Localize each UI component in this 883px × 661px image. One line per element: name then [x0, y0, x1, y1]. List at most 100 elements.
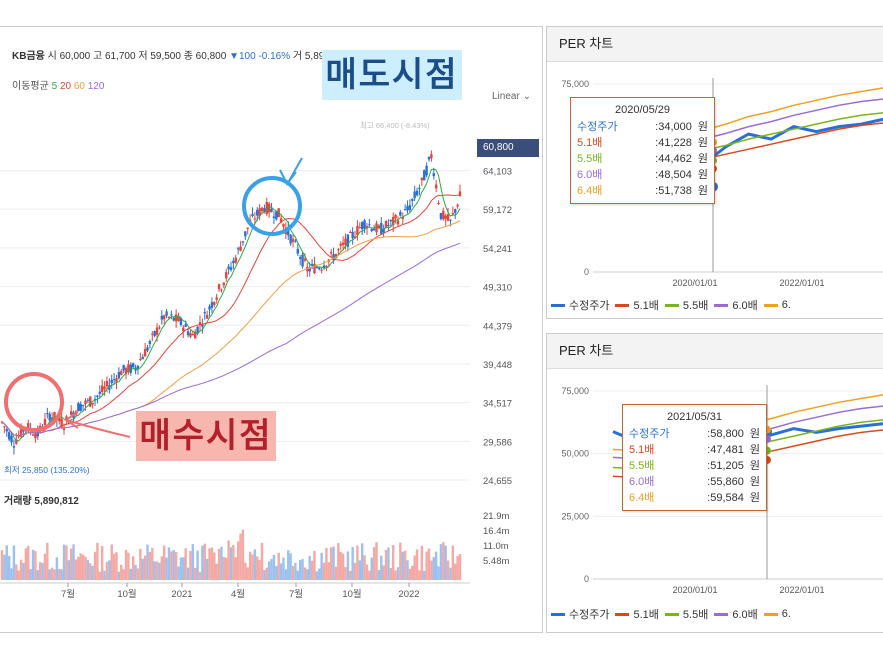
legend-item[interactable]: 5.1배	[615, 297, 659, 313]
per-chart-title: PER 차트	[547, 334, 883, 369]
candle-body	[315, 267, 319, 269]
legend-item[interactable]: 6.	[763, 606, 791, 622]
candle-body	[89, 396, 92, 407]
volume-bar	[27, 545, 30, 580]
candle-body	[332, 254, 335, 261]
candle-body	[120, 371, 123, 376]
volume-bar	[53, 569, 56, 580]
candle-body	[387, 224, 390, 227]
legend-item[interactable]: 수정주가	[551, 297, 609, 313]
candle-body	[353, 236, 357, 238]
ma-60: 60	[73, 81, 85, 92]
legend-item[interactable]: 6.	[763, 297, 791, 313]
volume-bar	[198, 571, 202, 580]
volume-bar	[244, 562, 247, 580]
x-tick-label: 2022	[398, 589, 419, 600]
candle-body	[375, 223, 378, 233]
volume-bar	[17, 570, 20, 580]
candle-body	[351, 231, 354, 239]
candle-body	[174, 314, 178, 322]
candle-body	[389, 219, 393, 222]
legend-item[interactable]: 6.0배	[714, 297, 758, 313]
volume-bar	[296, 570, 299, 580]
volume-tick-label: 5.48m	[483, 556, 509, 567]
candle-body	[425, 165, 428, 176]
per-chart-title: PER 차트	[547, 27, 883, 62]
candle-body	[141, 356, 144, 360]
volume-bar	[298, 559, 302, 580]
candle-body	[129, 364, 133, 373]
candle-body	[349, 231, 352, 233]
volume-bar	[60, 569, 63, 580]
candle-body	[420, 177, 424, 181]
volume-bar	[191, 544, 195, 580]
volume-bar	[31, 549, 35, 580]
volume-bar	[124, 549, 128, 580]
volume-bar	[303, 567, 307, 580]
volume-bar	[408, 568, 412, 580]
volume-bar	[41, 563, 44, 580]
candle-body	[191, 334, 195, 336]
moving-average-line	[1, 242, 461, 437]
volume-bar	[153, 561, 156, 580]
legend-label: 5.5배	[682, 609, 709, 621]
tooltip-value: :34,000	[655, 121, 692, 133]
tooltip-key: 6.4배	[629, 492, 655, 504]
volume-bar	[380, 555, 383, 580]
y-tick-label: 64,103	[483, 167, 512, 178]
legend-item[interactable]: 수정주가	[551, 606, 609, 622]
volume-bar	[69, 548, 73, 580]
moving-average-legend[interactable]: 이동평균 5 20 60 120	[12, 77, 104, 92]
candle-body	[234, 257, 237, 263]
volume-bar	[444, 545, 447, 580]
volume-bar	[272, 555, 276, 580]
candle-body	[263, 208, 266, 212]
tooltip-unit: 원	[749, 460, 760, 472]
candle-body	[91, 402, 94, 405]
candle-body	[62, 428, 66, 430]
volume-bar	[270, 558, 273, 580]
volume-bar	[256, 556, 259, 580]
legend-item[interactable]: 5.5배	[664, 606, 709, 622]
candle-body	[131, 363, 135, 368]
legend-item[interactable]: 6.0배	[714, 606, 758, 622]
candle-body	[260, 207, 264, 212]
volume-bar	[353, 562, 357, 580]
scale-dropdown[interactable]: Linear ⌄	[492, 91, 531, 102]
candle-body	[360, 222, 364, 230]
moving-average-line	[1, 168, 461, 442]
y-tick-label: 59,172	[483, 205, 512, 216]
legend-label: 6.	[781, 608, 791, 620]
candle-body	[334, 253, 338, 257]
volume-bar	[134, 564, 137, 580]
volume-bar	[363, 555, 366, 580]
volume-bar	[120, 564, 123, 580]
candle-body	[100, 385, 104, 393]
volume-bar	[217, 548, 221, 580]
legend-item[interactable]: 5.5배	[664, 297, 708, 313]
volume-tick-label: 21.9m	[483, 511, 509, 522]
candle-body	[155, 327, 159, 335]
candle-body	[341, 242, 345, 245]
volume-bar	[437, 566, 440, 580]
volume-bar	[93, 551, 97, 580]
tooltip-date: 2020/05/29	[614, 104, 671, 116]
candle-body	[134, 367, 137, 371]
legend-item[interactable]: 5.1배	[615, 606, 659, 622]
tooltip-value: :41,228	[655, 137, 692, 149]
volume-bar	[136, 568, 140, 580]
volume-bar	[194, 567, 197, 580]
volume-bar	[129, 568, 133, 580]
volume-label: 거래량 5,890,812	[4, 494, 79, 507]
candle-body	[122, 364, 125, 371]
candle-body	[46, 413, 49, 415]
volume-bar	[246, 567, 249, 580]
buy-point-arrow	[65, 419, 131, 438]
volume-bar	[306, 569, 309, 580]
candle-body	[310, 263, 314, 266]
candle-body	[294, 240, 297, 242]
volume-bar	[189, 550, 192, 580]
candle-body	[339, 243, 342, 246]
volume-bar	[165, 557, 168, 580]
x-tick-label: 2022/01/01	[779, 278, 824, 288]
